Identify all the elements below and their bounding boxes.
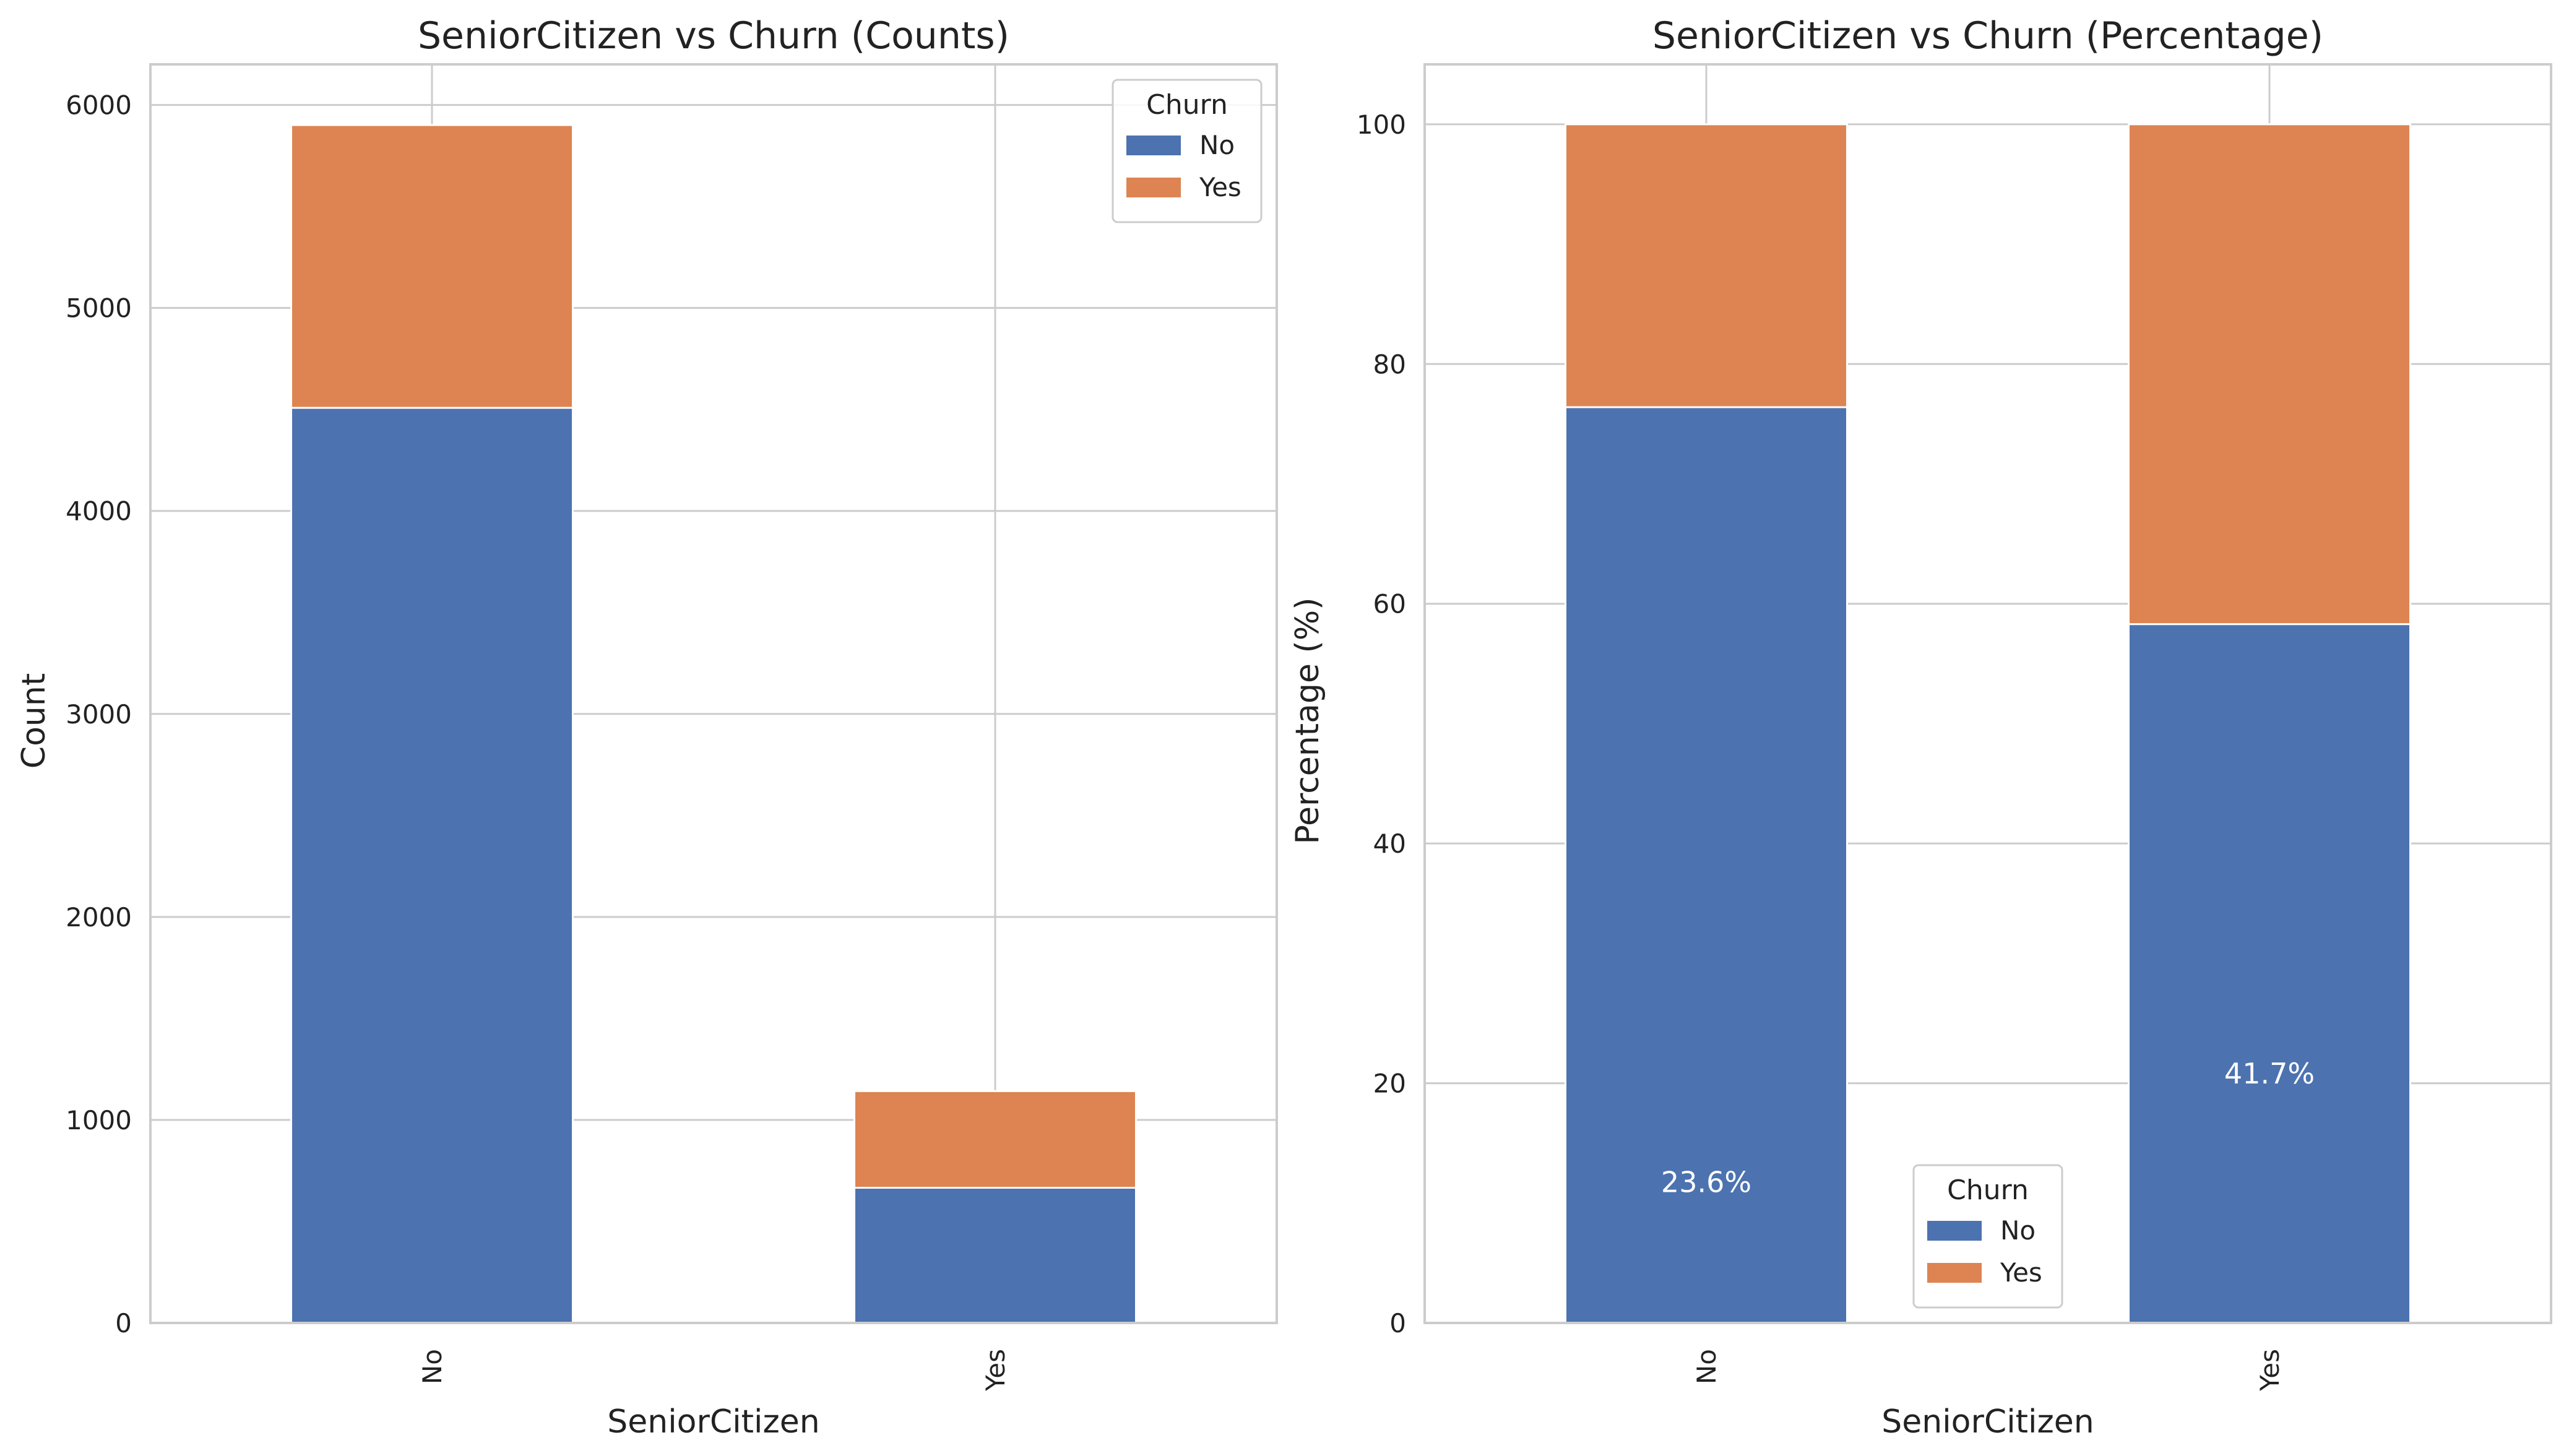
- percentage-chart: SeniorCitizen vs Churn (Percentage) Seni…: [1289, 14, 2552, 1441]
- percentage-ytick-label: 100: [1357, 110, 1406, 140]
- percentage-legend: Churn No Yes: [1912, 1164, 2063, 1309]
- percentage-bar-yes-churn-yes: [2128, 123, 2411, 626]
- counts-bar-yes-churn-yes: [853, 1090, 1137, 1189]
- percentage-ytick-label: 40: [1373, 829, 1406, 859]
- counts-chart-ylabel: Count: [15, 673, 53, 769]
- counts-legend-label-no: No: [1199, 130, 1235, 160]
- percentage-bar-yes-churn-no: [2128, 623, 2411, 1324]
- percentage-chart-title: SeniorCitizen vs Churn (Percentage): [1652, 14, 2323, 58]
- counts-chart-title: SeniorCitizen vs Churn (Counts): [418, 14, 1009, 58]
- percentage-legend-title: Churn: [1947, 1174, 2029, 1206]
- percentage-ytick-label: 80: [1373, 349, 1406, 379]
- counts-legend-label-yes: Yes: [1199, 172, 1241, 202]
- counts-bar-yes-churn-no: [853, 1187, 1137, 1324]
- percentage-bar-no-churn-no: [1565, 406, 1848, 1324]
- counts-bar-no-churn-no: [290, 407, 574, 1324]
- percentage-ytick-label: 0: [1389, 1308, 1406, 1338]
- counts-bar-no-churn-yes: [290, 124, 574, 409]
- counts-chart-xlabel: SeniorCitizen: [607, 1403, 819, 1441]
- percentage-legend-swatch-yes: [1927, 1263, 1982, 1283]
- counts-chart: SeniorCitizen vs Churn (Counts) SeniorCi…: [15, 14, 1278, 1441]
- percentage-data-label: 23.6%: [1661, 1165, 1751, 1199]
- counts-ytick-label: 5000: [66, 293, 132, 324]
- percentage-ytick-label: 60: [1373, 589, 1406, 619]
- counts-legend-swatch-yes: [1126, 178, 1181, 197]
- percentage-chart-xlabel: SeniorCitizen: [1881, 1403, 2094, 1441]
- counts-legend: Churn No Yes: [1112, 79, 1263, 223]
- percentage-legend-swatch-no: [1927, 1221, 1982, 1241]
- counts-ytick-label: 4000: [66, 496, 132, 527]
- counts-ytick-label: 1000: [66, 1105, 132, 1135]
- counts-xtick-label: Yes: [980, 1349, 1011, 1392]
- percentage-ytick-label: 20: [1373, 1069, 1406, 1099]
- counts-ytick-label: 3000: [66, 699, 132, 730]
- counts-xtick-label: No: [417, 1349, 447, 1384]
- percentage-chart-ylabel: Percentage (%): [1289, 597, 1326, 844]
- counts-axes-frame: [149, 63, 1278, 1324]
- percentage-xtick-label: No: [1691, 1349, 1722, 1384]
- counts-ytick-label: 2000: [66, 902, 132, 933]
- percentage-data-label: 41.7%: [2224, 1057, 2315, 1090]
- counts-legend-title: Churn: [1146, 89, 1228, 121]
- percentage-xtick-label: Yes: [2255, 1349, 2285, 1392]
- percentage-legend-label-no: No: [2000, 1215, 2036, 1246]
- percentage-axes-frame: [1423, 63, 2552, 1324]
- percentage-bar-no-churn-yes: [1565, 123, 1848, 408]
- percentage-legend-label-yes: Yes: [2000, 1257, 2042, 1288]
- counts-ytick-label: 6000: [66, 90, 132, 121]
- counts-legend-swatch-no: [1126, 136, 1181, 155]
- counts-ytick-label: 0: [115, 1308, 132, 1338]
